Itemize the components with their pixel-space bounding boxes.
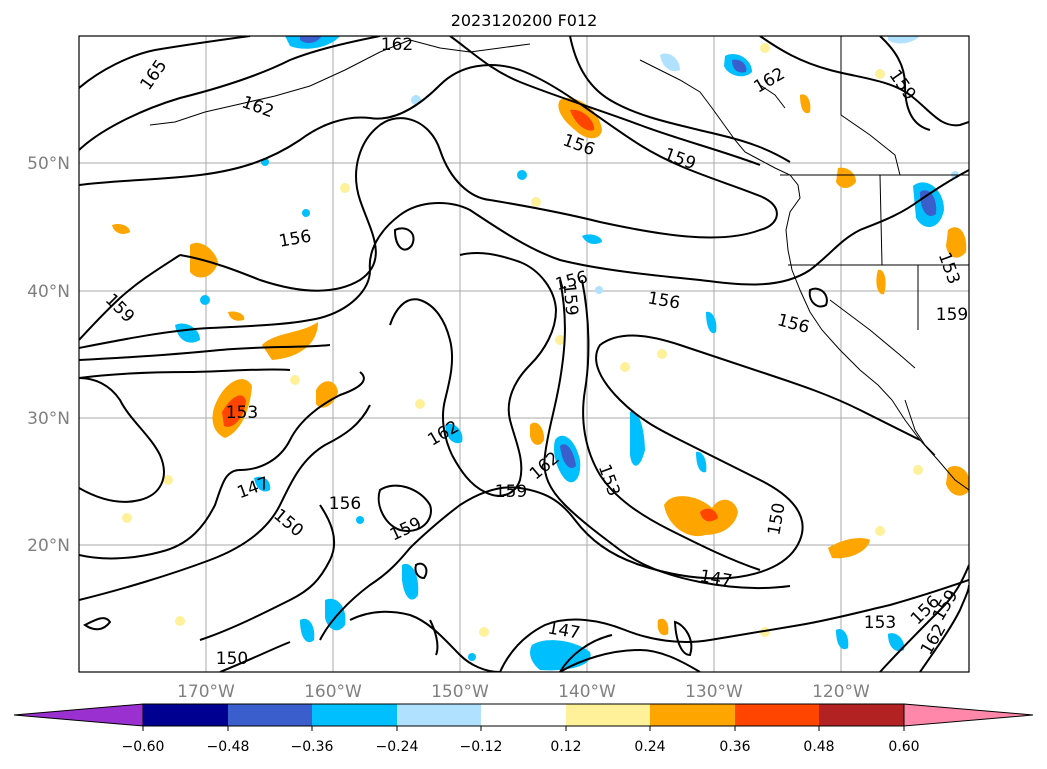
lat-label-20n: 20°N <box>27 536 70 556</box>
contour-label: 150 <box>216 649 248 669</box>
colorbar-tick-label: −0.24 <box>376 739 419 755</box>
coastlines <box>149 36 969 672</box>
colorbar-under-arrow <box>13 703 144 727</box>
map-area <box>79 36 969 672</box>
map-frame <box>78 35 970 673</box>
contour-label: 156 <box>329 494 361 514</box>
contour-label: 153 <box>226 403 258 423</box>
colorbar-tick-label: −0.60 <box>122 739 165 755</box>
colorbar-bin <box>228 704 312 726</box>
colorbar-bin <box>312 704 397 726</box>
colorbar-tick-labels: −0.60 −0.48 −0.36 −0.24 −0.12 0.12 0.24 … <box>122 739 920 755</box>
contour-label: 162 <box>381 35 413 55</box>
colorbar-tick-label: 0.48 <box>803 739 834 755</box>
lon-label-140w: 140°W <box>558 682 616 702</box>
lat-label-30n: 30°N <box>27 409 70 429</box>
colorbar-ticks <box>142 726 905 731</box>
colorbar: −0.60 −0.48 −0.36 −0.24 −0.12 0.12 0.24 … <box>13 703 1034 755</box>
map-title: 2023120200 F012 <box>451 11 598 30</box>
colorbar-tick-label: 0.12 <box>550 739 581 755</box>
colorbar-tick-label: −0.36 <box>291 739 334 755</box>
colorbar-bin <box>481 704 566 726</box>
contour-label: 159 <box>559 283 582 317</box>
contour-label: 159 <box>495 482 527 502</box>
colorbar-bin <box>650 704 735 726</box>
longitude-labels: 170°W 160°W 150°W 140°W 130°W 120°W <box>177 682 870 702</box>
colorbar-bin <box>735 704 819 726</box>
colorbar-bin <box>143 704 228 726</box>
lon-label-120w: 120°W <box>812 682 870 702</box>
contour-label: 159 <box>936 305 968 325</box>
colorbar-bin <box>397 704 481 726</box>
lat-label-50n: 50°N <box>27 154 70 174</box>
colorbar-tick-label: 0.60 <box>888 739 919 755</box>
gridlines <box>79 36 969 672</box>
lon-label-170w: 170°W <box>177 682 235 702</box>
colorbar-tick-label: −0.48 <box>207 739 250 755</box>
contour-label: 153 <box>864 613 896 633</box>
lon-label-130w: 130°W <box>685 682 743 702</box>
height-contours <box>79 36 969 672</box>
colorbar-bin <box>566 704 650 726</box>
colorbar-tick-label: 0.24 <box>634 739 665 755</box>
colorbar-bin <box>819 704 904 726</box>
colorbar-outline <box>142 703 905 727</box>
colorbar-tick-label: 0.36 <box>719 739 750 755</box>
lon-label-160w: 160°W <box>304 682 362 702</box>
latitude-labels: 50°N 40°N 30°N 20°N <box>27 154 70 556</box>
colorbar-tick-label: −0.12 <box>460 739 503 755</box>
lat-label-40n: 40°N <box>27 282 70 302</box>
colorbar-over-arrow <box>903 703 1034 727</box>
lon-label-150w: 150°W <box>431 682 489 702</box>
